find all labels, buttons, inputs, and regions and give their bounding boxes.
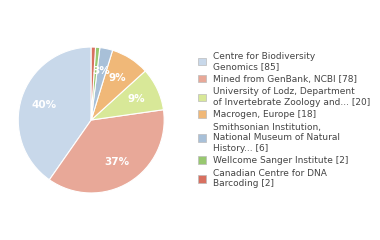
Text: 9%: 9%	[109, 73, 127, 83]
Wedge shape	[18, 47, 91, 180]
Wedge shape	[49, 110, 164, 193]
Text: 40%: 40%	[31, 100, 57, 110]
Wedge shape	[91, 47, 100, 120]
Wedge shape	[91, 71, 163, 120]
Text: 37%: 37%	[105, 157, 130, 167]
Text: 9%: 9%	[127, 94, 145, 104]
Wedge shape	[91, 48, 112, 120]
Wedge shape	[91, 50, 145, 120]
Legend: Centre for Biodiversity
Genomics [85], Mined from GenBank, NCBI [78], University: Centre for Biodiversity Genomics [85], M…	[196, 50, 372, 190]
Text: 3%: 3%	[93, 66, 110, 77]
Wedge shape	[91, 47, 95, 120]
